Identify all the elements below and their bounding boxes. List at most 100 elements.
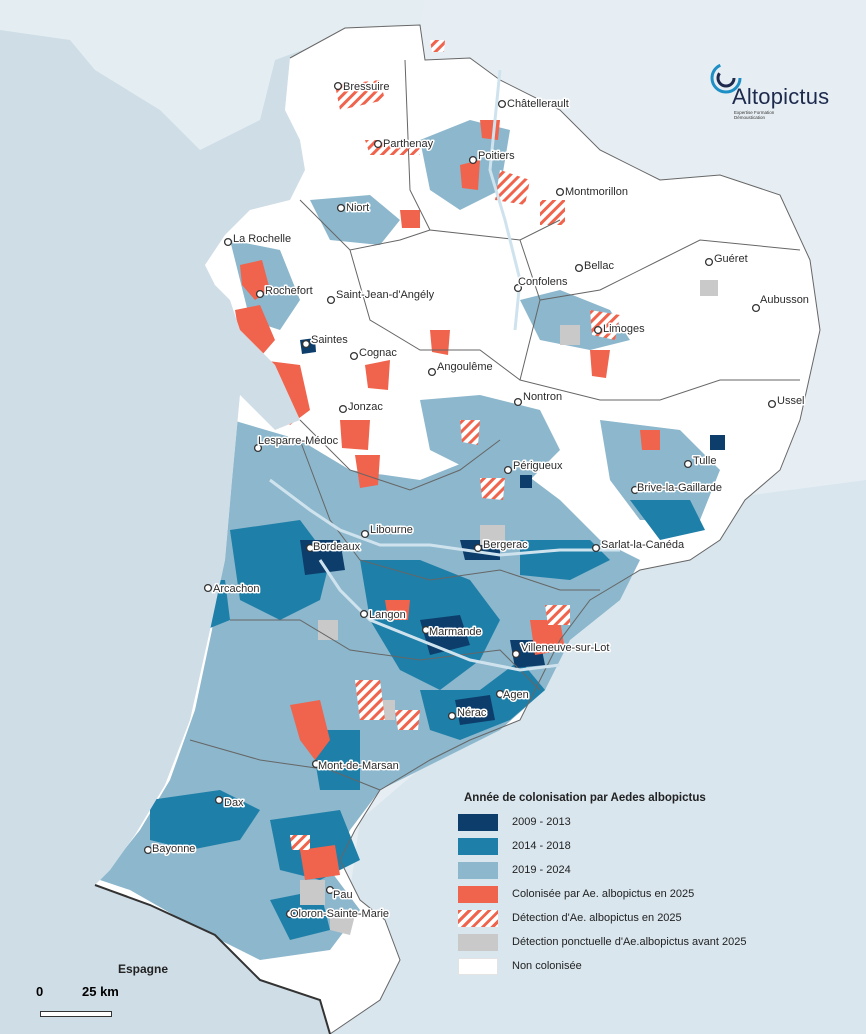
svg-text:Rochefort: Rochefort [265, 285, 313, 297]
city-saintes: Saintes [301, 333, 350, 349]
svg-text:Pau: Pau [333, 889, 353, 901]
svg-text:Poitiers: Poitiers [478, 150, 515, 162]
scale-length-label: 25 km [82, 984, 119, 999]
city-marmande: Marmande [421, 625, 483, 640]
svg-text:Parthenay: Parthenay [383, 138, 434, 150]
svg-text:Montmorillon: Montmorillon [565, 186, 628, 198]
city-arcachon: Arcachon [203, 582, 261, 597]
city-villeneuve-sur-lot: Villeneuve-sur-Lot [511, 641, 611, 659]
svg-text:Sarlat-la-Canéda: Sarlat-la-Canéda [601, 539, 685, 551]
legend-label: Détection d'Ae. albopictus en 2025 [512, 912, 682, 924]
svg-text:Lesparre-Médoc: Lesparre-Médoc [258, 435, 339, 447]
cities-layer: Bressuire Châtellerault Parthenay Poitie… [143, 80, 810, 922]
svg-text:Bressuire: Bressuire [343, 81, 389, 93]
legend-item: Non colonisée [458, 954, 758, 978]
department-borders [189, 24, 821, 1034]
legend-item: Colonisée par Ae. albopictus en 2025 [458, 882, 758, 906]
svg-text:Villeneuve-sur-Lot: Villeneuve-sur-Lot [521, 642, 609, 654]
logo-name: Altopictus [732, 84, 830, 109]
city-tulle: Tulle [683, 454, 718, 469]
svg-text:Limoges: Limoges [603, 323, 645, 335]
city-ussel: Ussel [767, 394, 806, 409]
legend-label: 2009 - 2013 [512, 816, 571, 828]
legend-swatch [458, 957, 498, 975]
city-bordeaux: Bordeaux [305, 540, 362, 555]
city-nerac: Nérac [447, 706, 488, 721]
svg-text:La Rochelle: La Rochelle [233, 233, 291, 245]
svg-text:Ussel: Ussel [777, 395, 805, 407]
city-bressuire: Bressuire [333, 80, 391, 95]
city-pau: Pau [325, 885, 354, 903]
svg-text:Bayonne: Bayonne [152, 843, 195, 855]
altopictus-logo: Altopictus Expertise Formation Démoustic… [706, 60, 856, 130]
svg-text:Confolens: Confolens [518, 276, 568, 288]
city-bellac: Bellac [574, 259, 616, 274]
city-rochefort: Rochefort [255, 284, 314, 299]
city-bergerac: Bergerac [473, 538, 530, 553]
svg-text:Aubusson: Aubusson [760, 294, 809, 306]
city-jonzac: Jonzac [338, 400, 385, 415]
city-gueret: Guéret [704, 252, 749, 267]
legend-item: Détection d'Ae. albopictus en 2025 [458, 906, 758, 930]
svg-text:Angoulême: Angoulême [437, 361, 493, 373]
svg-text:Oloron-Sainte-Marie: Oloron-Sainte-Marie [290, 908, 389, 920]
svg-text:Brive-la-Gaillarde: Brive-la-Gaillarde [637, 482, 722, 494]
country-label-spain: Espagne [118, 962, 169, 976]
svg-text:Nontron: Nontron [523, 391, 562, 403]
city-agen: Agen [495, 688, 530, 703]
scale-zero-label: 0 [36, 984, 44, 999]
city-lesparre-medoc: Lesparre-Médoc [253, 434, 340, 453]
svg-text:Langon: Langon [369, 609, 406, 621]
city-bayonne: Bayonne [143, 842, 197, 857]
svg-text:Mont-de-Marsan: Mont-de-Marsan [318, 760, 399, 772]
svg-text:Guéret: Guéret [714, 253, 748, 265]
logo-mark-icon [710, 62, 742, 94]
city-niort: Niort [336, 201, 371, 216]
legend-swatch [458, 885, 498, 903]
city-brive-la-gaillarde: Brive-la-Gaillarde [630, 481, 723, 496]
city-mont-de-marsan: Mont-de-Marsan [311, 759, 400, 774]
city-aubusson: Aubusson [751, 293, 810, 313]
legend-label: Colonisée par Ae. albopictus en 2025 [512, 888, 695, 900]
legend-item: 2009 - 2013 [458, 810, 758, 834]
city-la-rochelle: La Rochelle [223, 232, 293, 247]
svg-text:Périgueux: Périgueux [513, 460, 563, 472]
svg-text:Bergerac: Bergerac [483, 539, 528, 551]
city-angouleme: Angoulême [427, 360, 494, 377]
svg-text:Bordeaux: Bordeaux [313, 541, 361, 553]
legend-swatch [458, 813, 498, 831]
city-langon: Langon [359, 608, 407, 623]
svg-text:Marmande: Marmande [429, 626, 482, 638]
city-chatellerault: Châtellerault [497, 97, 570, 112]
svg-text:Bellac: Bellac [584, 260, 614, 272]
svg-text:Libourne: Libourne [370, 524, 413, 536]
city-cognac: Cognac [349, 346, 399, 361]
svg-text:Nérac: Nérac [457, 707, 487, 719]
svg-text:Tulle: Tulle [693, 455, 716, 467]
legend-item: 2014 - 2018 [458, 834, 758, 858]
svg-text:Arcachon: Arcachon [213, 583, 259, 595]
city-confolens: Confolens [513, 275, 570, 293]
city-libourne: Libourne [360, 523, 414, 539]
legend-label: Non colonisée [512, 960, 582, 972]
city-montmorillon: Montmorillon [555, 185, 629, 200]
svg-text:Châtellerault: Châtellerault [507, 98, 569, 110]
city-saint-jean-d-angely: Saint-Jean-d'Angély [326, 288, 436, 305]
logo-tagline: Expertise Formation Démoustication [734, 110, 775, 120]
legend-label: Détection ponctuelle d'Ae.albopictus ava… [512, 936, 747, 948]
svg-text:Agen: Agen [503, 689, 529, 701]
legend-label: 2014 - 2018 [512, 840, 571, 852]
legend-item: 2019 - 2024 [458, 858, 758, 882]
legend-swatch [458, 933, 498, 951]
legend-label: 2019 - 2024 [512, 864, 571, 876]
svg-text:Saint-Jean-d'Angély: Saint-Jean-d'Angély [336, 289, 435, 301]
legend-swatch-hatched [458, 909, 498, 927]
city-oloron-sainte-marie: Oloron-Sainte-Marie [285, 907, 391, 922]
city-dax: Dax [214, 796, 246, 811]
city-parthenay: Parthenay [373, 137, 435, 152]
svg-text:Saintes: Saintes [311, 334, 348, 346]
svg-text:Dax: Dax [224, 797, 244, 809]
city-sarlat-la-caneda: Sarlat-la-Canéda [591, 538, 687, 553]
city-perigueux: Périgueux [503, 459, 565, 475]
